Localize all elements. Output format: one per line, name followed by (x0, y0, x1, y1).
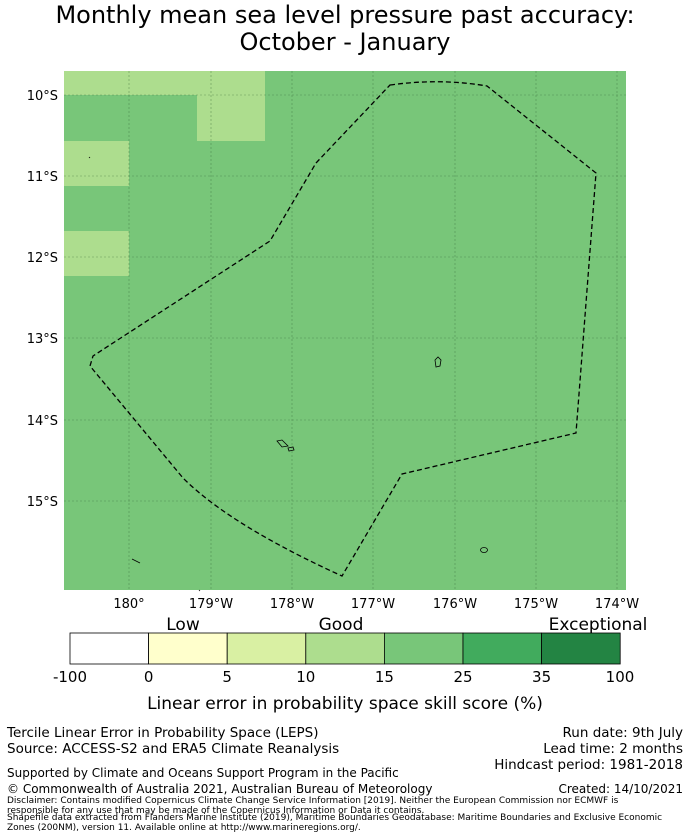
footer-disclaimer-3: Shapefile data extracted from Flanders M… (7, 813, 663, 823)
skill-zone-top (64, 71, 265, 95)
lon-tick-label: 175°W (514, 597, 558, 612)
colorbar-segment (383, 632, 464, 665)
colorbar-segment (69, 632, 149, 665)
colorbar-ticks: -100 0 5 10 15 25 35 100 (53, 668, 634, 686)
category-good-label: Good (319, 615, 364, 635)
chart-title-line-2: October - January (239, 28, 451, 56)
footer-hindcast-period: Hindcast period: 1981-2018 (494, 757, 683, 773)
colorbar-tick-label: -100 (53, 668, 87, 686)
island (131, 558, 141, 564)
lon-tick-label: 180° (113, 597, 144, 612)
colorbar-segment (305, 632, 385, 665)
colorbar-tick-label: 5 (222, 668, 232, 686)
footer-disclaimer-4: Zones (200NM), version 11. Available onl… (7, 823, 361, 833)
lat-tick-label: 12°S (27, 251, 58, 266)
map-background (64, 71, 626, 590)
colorbar-segment (226, 632, 307, 665)
chart-title-line-1: Monthly mean sea level pressure past acc… (55, 1, 635, 29)
eez-boundary (89, 81, 597, 577)
lat-tick-label: 15°S (27, 495, 58, 510)
colorbar-tick-label: 25 (453, 668, 472, 686)
lat-tick-label: 14°S (27, 414, 58, 429)
colorbar-segment (462, 632, 542, 665)
footer-disclaimer-2: responsible for any use that may be made… (7, 806, 425, 816)
island (198, 589, 201, 592)
island (276, 439, 289, 448)
lat-tick-label: 11°S (27, 170, 58, 185)
colorbar (69, 632, 621, 665)
footer-created-date: Created: 14/10/2021 (558, 782, 683, 796)
colorbar-segment (148, 632, 228, 665)
lon-tick-label: 176°W (433, 597, 477, 612)
category-exceptional-label: Exceptional (549, 615, 648, 635)
island (287, 446, 295, 452)
skill-zone-upper-center (197, 95, 265, 141)
lat-tick-label: 10°S (27, 89, 58, 104)
footer-disclaimer-1: Disclaimer: Contains modified Copernicus… (7, 796, 619, 806)
footer-source: Source: ACCESS-S2 and ERA5 Climate Reana… (7, 741, 340, 757)
colorbar-tick-label: 15 (375, 668, 394, 686)
lon-tick-label: 177°W (351, 597, 395, 612)
lon-tick-label: 174°W (595, 597, 639, 612)
latitude-labels: 10°S 11°S 12°S 13°S 14°S 15°S (27, 89, 58, 510)
footer-lead-time: Lead time: 2 months (543, 741, 683, 757)
colorbar-segment (541, 632, 621, 665)
skill-zone-left-middle (64, 231, 129, 276)
islands (88, 156, 488, 592)
skill-zone-left-upper (64, 141, 129, 186)
longitude-labels: 180° 179°W 178°W 177°W 176°W 175°W 174°W (113, 597, 639, 612)
island (434, 356, 442, 368)
lon-tick-label: 179°W (189, 597, 233, 612)
colorbar-categories: Low Good Exceptional (166, 615, 647, 635)
island (88, 156, 91, 159)
lon-tick-label: 178°W (270, 597, 314, 612)
footer-method: Tercile Linear Error in Probability Spac… (7, 725, 319, 741)
footer-copyright: © Commonwealth of Australia 2021, Austra… (7, 782, 433, 796)
island (480, 547, 488, 553)
lat-tick-label: 13°S (27, 332, 58, 347)
footer-supported-by: Supported by Climate and Oceans Support … (7, 766, 399, 780)
colorbar-axis-label: Linear error in probability space skill … (147, 694, 543, 714)
colorbar-tick-label: 35 (532, 668, 551, 686)
gridlines (64, 71, 626, 590)
footer-run-date: Run date: 9th July (562, 725, 683, 741)
category-low-label: Low (166, 615, 200, 635)
colorbar-tick-label: 10 (296, 668, 315, 686)
colorbar-tick-label: 0 (144, 668, 154, 686)
colorbar-tick-label: 100 (606, 668, 635, 686)
